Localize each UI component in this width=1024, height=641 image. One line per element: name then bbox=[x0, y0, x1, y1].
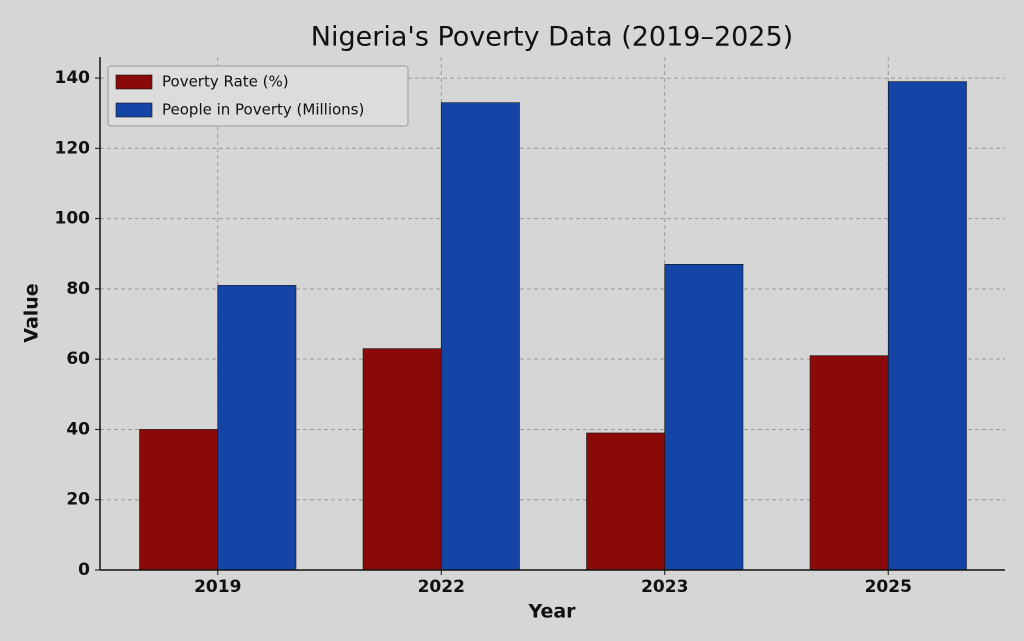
legend-box bbox=[107, 65, 409, 127]
bar bbox=[139, 429, 219, 571]
chart-title: Nigeria's Poverty Data (2019–2025) bbox=[311, 22, 793, 53]
y-tick-label: 0 bbox=[78, 560, 90, 580]
y-tick-label: 40 bbox=[66, 419, 90, 439]
legend-label: People in Poverty (Millions) bbox=[162, 101, 364, 119]
x-axis-label: Year bbox=[527, 601, 576, 623]
legend-swatch bbox=[115, 102, 153, 118]
y-axis-label: Value bbox=[21, 283, 43, 342]
bar bbox=[440, 102, 520, 571]
legend: Poverty Rate (%) People in Poverty (Milli… bbox=[107, 65, 409, 127]
y-tick-label: 20 bbox=[66, 490, 90, 510]
y-tick-label: 100 bbox=[55, 209, 91, 229]
x-tick-label: 2023 bbox=[641, 577, 688, 597]
y-tick-label: 120 bbox=[55, 138, 91, 158]
bar bbox=[362, 348, 442, 571]
x-tick-label: 2025 bbox=[865, 577, 912, 597]
legend-swatch bbox=[115, 74, 153, 90]
y-tick-label: 60 bbox=[66, 349, 90, 369]
bar bbox=[809, 355, 889, 571]
y-tick-label: 80 bbox=[66, 279, 90, 299]
bar bbox=[664, 264, 744, 571]
x-tick-label: 2022 bbox=[418, 577, 465, 597]
bar bbox=[887, 81, 967, 571]
y-tick-label: 140 bbox=[55, 68, 91, 88]
bar bbox=[217, 285, 297, 571]
x-tick-label: 2019 bbox=[194, 577, 241, 597]
legend-label: Poverty Rate (%) bbox=[162, 73, 289, 91]
bar bbox=[586, 432, 666, 571]
